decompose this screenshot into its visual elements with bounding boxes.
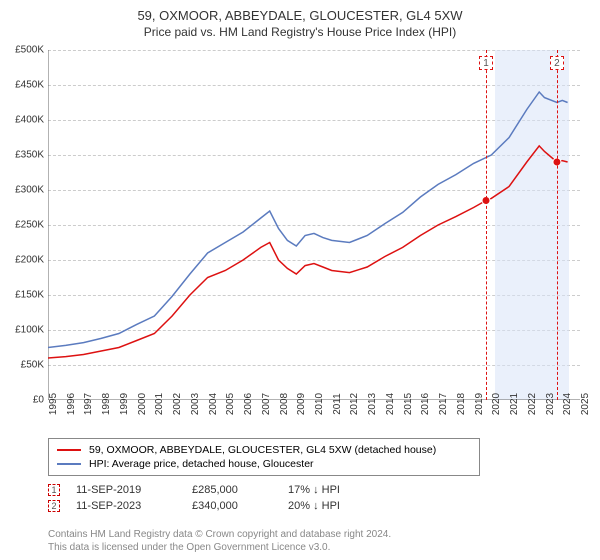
chart-plot-area: 12: [48, 50, 580, 400]
legend-row: 59, OXMOOR, ABBEYDALE, GLOUCESTER, GL4 5…: [57, 443, 471, 457]
x-tick-label: 2006: [243, 393, 254, 415]
chart-title: 59, OXMOOR, ABBEYDALE, GLOUCESTER, GL4 5…: [0, 8, 600, 23]
chart-subtitle: Price paid vs. HM Land Registry's House …: [0, 25, 600, 39]
y-tick-label: £200K: [15, 255, 44, 266]
sale-diff: 17% ↓ HPI: [288, 484, 378, 496]
x-tick-label: 2016: [420, 393, 431, 415]
sale-number-box: 2: [550, 56, 564, 70]
legend-swatch-hpi: [57, 463, 81, 465]
x-tick-label: 2025: [580, 393, 591, 415]
sale-date: 11-SEP-2023: [76, 500, 176, 512]
x-tick-label: 2005: [225, 393, 236, 415]
x-tick-label: 2022: [527, 393, 538, 415]
sale-price: £285,000: [192, 484, 272, 496]
x-tick-label: 2018: [456, 393, 467, 415]
x-tick-label: 2017: [438, 393, 449, 415]
legend-box: 59, OXMOOR, ABBEYDALE, GLOUCESTER, GL4 5…: [48, 438, 480, 476]
x-tick-label: 2019: [474, 393, 485, 415]
title-block: 59, OXMOOR, ABBEYDALE, GLOUCESTER, GL4 5…: [0, 0, 600, 43]
sale-row: 2 11-SEP-2023 £340,000 20% ↓ HPI: [48, 498, 378, 514]
sale-date: 11-SEP-2019: [76, 484, 176, 496]
plot-svg: [48, 50, 580, 400]
x-axis-labels: 1995199619971998199920002001200220032004…: [48, 402, 580, 432]
x-tick-label: 1997: [83, 393, 94, 415]
x-tick-label: 2004: [208, 393, 219, 415]
sale-vline: [486, 50, 487, 400]
y-tick-label: £0: [33, 395, 44, 406]
y-tick-label: £250K: [15, 220, 44, 231]
sale-diff: 20% ↓ HPI: [288, 500, 378, 512]
y-tick-label: £500K: [15, 45, 44, 56]
x-tick-label: 2011: [332, 393, 343, 415]
legend-label-hpi: HPI: Average price, detached house, Glou…: [89, 458, 314, 470]
sale-price: £340,000: [192, 500, 272, 512]
x-tick-label: 2015: [403, 393, 414, 415]
x-tick-label: 2021: [509, 393, 520, 415]
sale-vline: [557, 50, 558, 400]
legend-row: HPI: Average price, detached house, Glou…: [57, 457, 471, 471]
x-tick-label: 2012: [349, 393, 360, 415]
series-hpi: [48, 92, 568, 348]
y-tick-label: £400K: [15, 115, 44, 126]
x-tick-label: 2013: [367, 393, 378, 415]
x-tick-label: 1998: [101, 393, 112, 415]
x-tick-label: 1999: [119, 393, 130, 415]
y-tick-label: £50K: [21, 360, 44, 371]
sale-row: 1 11-SEP-2019 £285,000 17% ↓ HPI: [48, 482, 378, 498]
x-tick-label: 2023: [545, 393, 556, 415]
y-tick-label: £150K: [15, 290, 44, 301]
x-tick-label: 2002: [172, 393, 183, 415]
y-tick-label: £300K: [15, 185, 44, 196]
x-tick-label: 1995: [48, 393, 59, 415]
x-tick-label: 2024: [562, 393, 573, 415]
sale-number-box: 1: [479, 56, 493, 70]
x-tick-label: 2009: [296, 393, 307, 415]
footer-attribution: Contains HM Land Registry data © Crown c…: [48, 528, 391, 554]
y-axis-labels: £0£50K£100K£150K£200K£250K£300K£350K£400…: [0, 50, 46, 400]
y-tick-label: £100K: [15, 325, 44, 336]
legend-label-property: 59, OXMOOR, ABBEYDALE, GLOUCESTER, GL4 5…: [89, 444, 436, 456]
footer-line1: Contains HM Land Registry data © Crown c…: [48, 528, 391, 541]
sale-marker-icon: 1: [48, 484, 60, 496]
sales-table: 1 11-SEP-2019 £285,000 17% ↓ HPI 2 11-SE…: [48, 482, 378, 514]
series-property: [48, 146, 568, 358]
x-tick-label: 2003: [190, 393, 201, 415]
legend-swatch-property: [57, 449, 81, 451]
x-tick-label: 2020: [491, 393, 502, 415]
x-tick-label: 1996: [66, 393, 77, 415]
y-tick-label: £350K: [15, 150, 44, 161]
x-tick-label: 2010: [314, 393, 325, 415]
x-tick-label: 2001: [154, 393, 165, 415]
x-tick-label: 2000: [137, 393, 148, 415]
x-tick-label: 2007: [261, 393, 272, 415]
sale-marker-icon: 2: [48, 500, 60, 512]
y-tick-label: £450K: [15, 80, 44, 91]
x-tick-label: 2014: [385, 393, 396, 415]
footer-line2: This data is licensed under the Open Gov…: [48, 541, 391, 554]
chart-container: 59, OXMOOR, ABBEYDALE, GLOUCESTER, GL4 5…: [0, 0, 600, 560]
x-tick-label: 2008: [279, 393, 290, 415]
